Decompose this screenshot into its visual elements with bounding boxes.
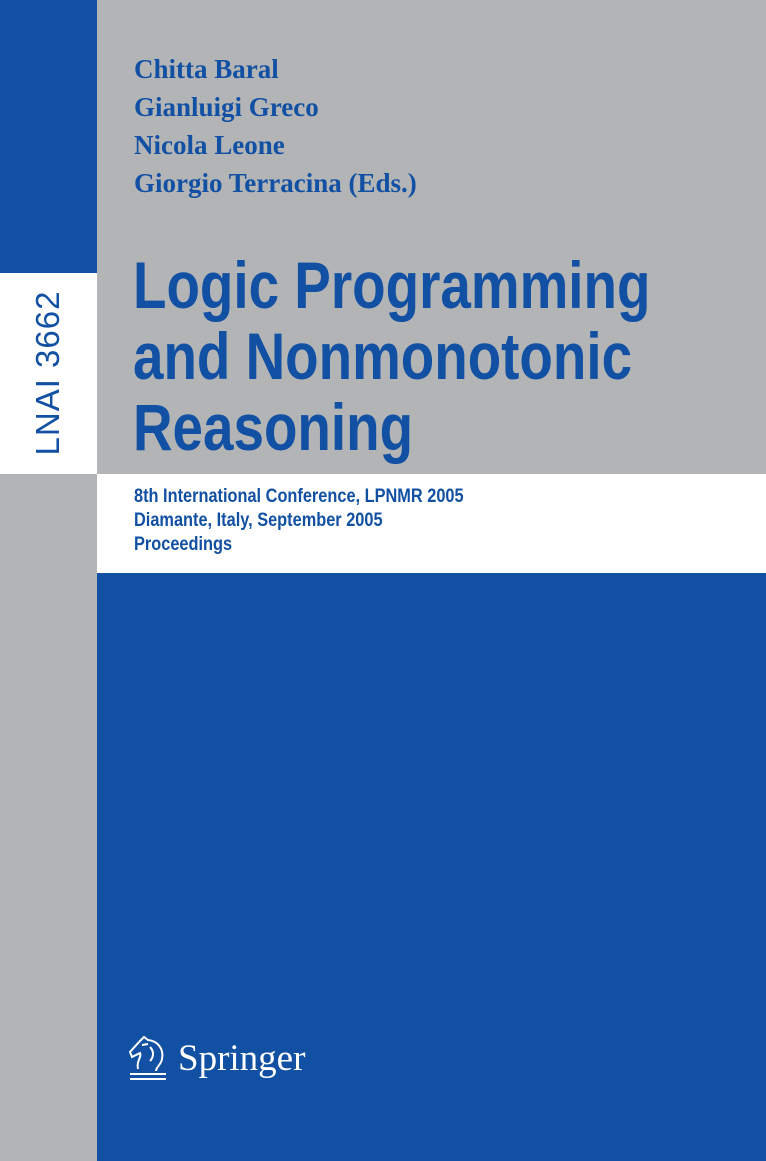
- subtitle-line: 8th International Conference, LPNMR 2005: [134, 486, 464, 507]
- editors-list: Chitta Baral Gianluigi Greco Nicola Leon…: [134, 50, 417, 202]
- title-line: Reasoning: [133, 390, 414, 464]
- editor: Gianluigi Greco: [134, 92, 319, 122]
- cover-gray-area: [97, 0, 766, 474]
- book-subtitle: 8th International Conference, LPNMR 2005…: [134, 485, 464, 557]
- spine-white-block: [0, 273, 97, 474]
- publisher-name: Springer: [178, 1037, 306, 1079]
- editor: Nicola Leone: [134, 130, 285, 160]
- subtitle-line: Proceedings: [134, 534, 233, 555]
- cover-white-band: [97, 474, 766, 573]
- cover-blue-area: [97, 573, 766, 1161]
- title-line: and Nonmonotonic: [133, 319, 633, 393]
- knight-horse-icon: [128, 1035, 166, 1080]
- subtitle-line: Diamante, Italy, September 2005: [134, 510, 383, 531]
- series-number: LNAI 3662: [29, 290, 66, 456]
- publisher-logo: Springer: [128, 1035, 305, 1081]
- editor: Chitta Baral: [134, 54, 279, 84]
- title-line: Logic Programming: [133, 248, 651, 322]
- editor: Giorgio Terracina (Eds.): [134, 168, 417, 198]
- book-title: Logic Programming and Nonmonotonic Reaso…: [133, 250, 650, 463]
- spine-blue-block: [0, 0, 97, 273]
- spine-gray-block: [0, 474, 97, 1161]
